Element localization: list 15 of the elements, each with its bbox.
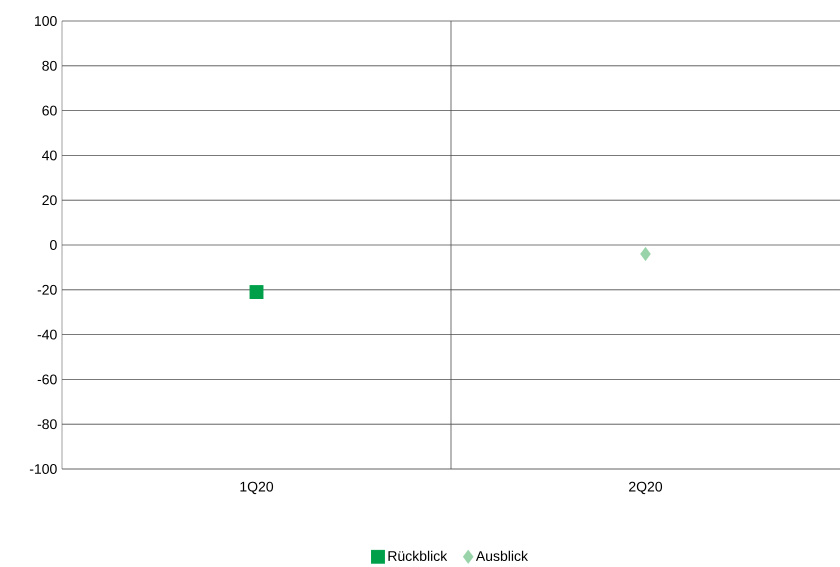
y-tick-label: 60	[42, 106, 57, 116]
y-tick-label: -60	[38, 374, 57, 384]
y-tick-label: 20	[42, 195, 57, 206]
y-tick-label: -20	[38, 284, 57, 295]
x-tick-label: 1Q20	[240, 482, 274, 494]
y-tick-label: -40	[38, 330, 57, 340]
x-tick-label: 2Q20	[629, 482, 662, 494]
legend-label: Ausblick	[476, 550, 528, 562]
y-tick-label: -80	[38, 419, 57, 430]
y-tick-label: 40	[42, 150, 57, 160]
y-tick-label: -100	[30, 464, 57, 474]
legend-label: Rückblick	[388, 550, 448, 562]
y-tick-label: 100	[35, 16, 57, 26]
y-tick-label: 0	[50, 240, 57, 250]
y-tick-label: 80	[42, 60, 57, 71]
